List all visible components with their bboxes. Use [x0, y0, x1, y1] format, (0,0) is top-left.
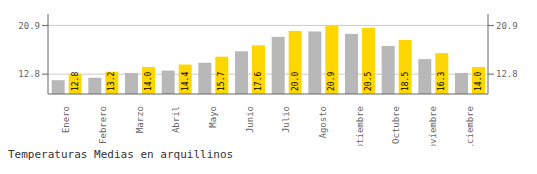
svg-text:20.9: 20.9: [496, 21, 518, 31]
svg-text:14.4: 14.4: [181, 72, 190, 91]
svg-text:Septiembre: Septiembre: [355, 106, 365, 146]
svg-text:16.3: 16.3: [437, 72, 446, 91]
svg-text:14.0: 14.0: [144, 72, 153, 91]
svg-text:Octubre: Octubre: [391, 106, 401, 144]
svg-text:20.9: 20.9: [327, 72, 336, 91]
svg-text:Enero: Enero: [61, 106, 71, 133]
svg-text:Junio: Junio: [245, 106, 255, 133]
svg-text:Febrero: Febrero: [98, 106, 108, 144]
svg-text:Julio: Julio: [281, 106, 291, 133]
svg-text:12.8: 12.8: [71, 72, 80, 91]
svg-text:12.8: 12.8: [496, 69, 518, 79]
svg-text:Abril: Abril: [171, 106, 181, 133]
svg-text:20.0: 20.0: [291, 72, 300, 91]
svg-text:12.8: 12.8: [18, 69, 40, 79]
svg-text:13.2: 13.2: [107, 72, 116, 91]
svg-text:Diciembre: Diciembre: [465, 106, 475, 146]
svg-text:Noviembre: Noviembre: [428, 106, 438, 146]
svg-text:Mayo: Mayo: [208, 106, 218, 128]
html-text:Temperaturas Medias en arquill: Temperaturas Medias en arquillinos: [8, 148, 234, 161]
svg-text:18.5: 18.5: [401, 72, 410, 91]
svg-text:Agosto: Agosto: [318, 106, 328, 139]
svg-text:Marzo: Marzo: [135, 106, 145, 133]
svg-text:15.7: 15.7: [217, 72, 226, 91]
svg-text:14.0: 14.0: [474, 72, 483, 91]
svg-text:17.6: 17.6: [254, 72, 263, 91]
svg-text:20.9: 20.9: [18, 21, 40, 31]
svg-text:20.5: 20.5: [364, 72, 373, 91]
